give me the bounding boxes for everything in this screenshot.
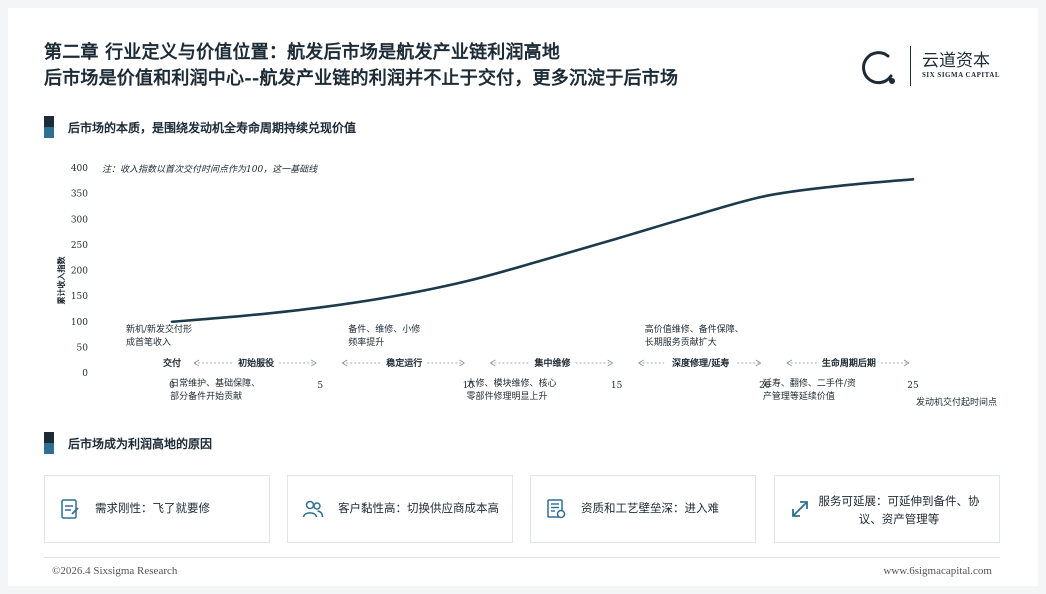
annotation-below: 日常维护、基础保障、 [170, 377, 260, 389]
x-tick-label: 20 [759, 381, 771, 391]
phase-arrowhead [341, 359, 348, 367]
y-tick-label: 250 [71, 241, 88, 251]
y-tick-label: 300 [71, 215, 88, 225]
logo-divider [910, 46, 911, 86]
phase-arrowhead [607, 359, 613, 367]
y-tick-label: 400 [71, 164, 88, 174]
phase-arrowhead [903, 359, 910, 367]
reason-card-barrier: 资质和工艺壁垒深：进入难 [530, 475, 756, 543]
y-tick-label: 150 [71, 292, 88, 302]
x-tick-label: 5 [317, 381, 323, 391]
phase-arrowhead [459, 359, 465, 367]
reason-card-label: 资质和工艺壁垒深：进入难 [581, 501, 719, 515]
reason-card-demand: 需求刚性：飞了就要修 [44, 475, 270, 543]
footer-divider [44, 557, 1000, 558]
y-tick-label: 50 [77, 343, 89, 353]
phase-label: 集中维修 [533, 357, 571, 369]
phase-label: 交付 [163, 357, 181, 369]
phase-arrowhead [786, 359, 793, 367]
logo-text-en: SIX SIGMA CAPITAL [922, 71, 1000, 79]
annotation-below: 产管理等延续价值 [763, 390, 835, 402]
section-heading-text: 后市场的本质，是围绕发动机全寿命周期持续兑现价值 [68, 121, 357, 135]
section-heading-text: 后市场成为利润高地的原因 [68, 437, 213, 451]
certificate-icon [547, 499, 566, 519]
reason-card-label: 服务可延展：可延伸到备件、协议、资产管理等 [818, 494, 980, 526]
revenue-index-line [170, 177, 915, 324]
reason-card-label: 客户黏性高：切换供应商成本高 [338, 501, 499, 515]
page-title: 第二章 行业定义与价值位置：航发后市场是航发产业链利润高地 [44, 42, 561, 63]
phase-label: 初始服役 [238, 357, 275, 369]
y-tick-label: 100 [71, 318, 88, 328]
reason-card-stickiness: 客户黏性高：切换供应商成本高 [287, 475, 513, 543]
y-tick-label: 350 [71, 190, 88, 200]
logo-mark-icon [862, 51, 895, 85]
section-marker [44, 432, 54, 454]
x-axis-title: 发动机交付起时间点 [916, 396, 997, 408]
users-icon [302, 500, 324, 518]
annotation-above: 成首笔收入 [126, 336, 171, 348]
phase-arrowhead [755, 359, 762, 367]
annotation-below: 大修、模块维修、核心 [467, 377, 557, 389]
x-tick-label: 15 [611, 381, 623, 391]
phase-label: 生命周期后期 [822, 357, 876, 369]
brand-logo: 云道资本 SIX SIGMA CAPITAL [858, 44, 1008, 92]
footer-copyright: ©2026.4 Sixsigma Research [52, 565, 178, 577]
annotation-above: 高价值维修、备件保障、 [645, 323, 744, 335]
phase-arrowhead [193, 359, 200, 367]
phase-label: 深度修理/延寿 [672, 357, 729, 369]
footer-website[interactable]: www.6sigmacapital.com [883, 565, 992, 577]
expand-arrows-icon [792, 501, 808, 517]
reason-card-label: 需求刚性：飞了就要修 [95, 501, 210, 515]
annotation-above: 备件、维修、小修 [348, 323, 420, 335]
annotation-above: 频率提升 [348, 336, 384, 348]
checklist-icon [61, 499, 79, 519]
annotation-above: 新机/新发交付形 [126, 323, 192, 335]
annotation-below: 部分备件开始贡献 [170, 390, 242, 402]
x-tick-label: 0 [169, 381, 175, 391]
annotation-above: 长期服务贡献扩大 [645, 336, 717, 348]
phase-arrowhead [638, 359, 644, 367]
lifecycle-revenue-chart: 050100150200250300350400累计收入指数注：收入指数以首次交… [56, 164, 997, 408]
phase-arrowhead [490, 359, 496, 367]
phase-label: 稳定运行 [386, 357, 422, 369]
y-tick-label: 0 [82, 369, 88, 379]
chart-note: 注：收入指数以首次交付时间点作为100，这一基础线 [102, 164, 318, 175]
page-subtitle: 后市场是价值和利润中心--航发产业链的利润并不止于交付，更多沉淀于后市场 [44, 68, 679, 89]
reason-card-extensibility: 服务可延展：可延伸到备件、协议、资产管理等 [774, 475, 1000, 543]
annotation-below: 零部件修理明显上升 [467, 390, 548, 402]
annotation-below: 延寿、翻修、二手件/资 [763, 377, 856, 389]
section-marker [44, 116, 54, 138]
x-tick-label: 10 [463, 381, 475, 391]
logo-text-cn: 云道资本 [922, 51, 990, 71]
y-axis-title: 累计收入指数 [56, 256, 66, 305]
x-tick-label: 25 [907, 381, 919, 391]
y-tick-label: 200 [71, 267, 88, 277]
phase-arrowhead [310, 359, 317, 367]
